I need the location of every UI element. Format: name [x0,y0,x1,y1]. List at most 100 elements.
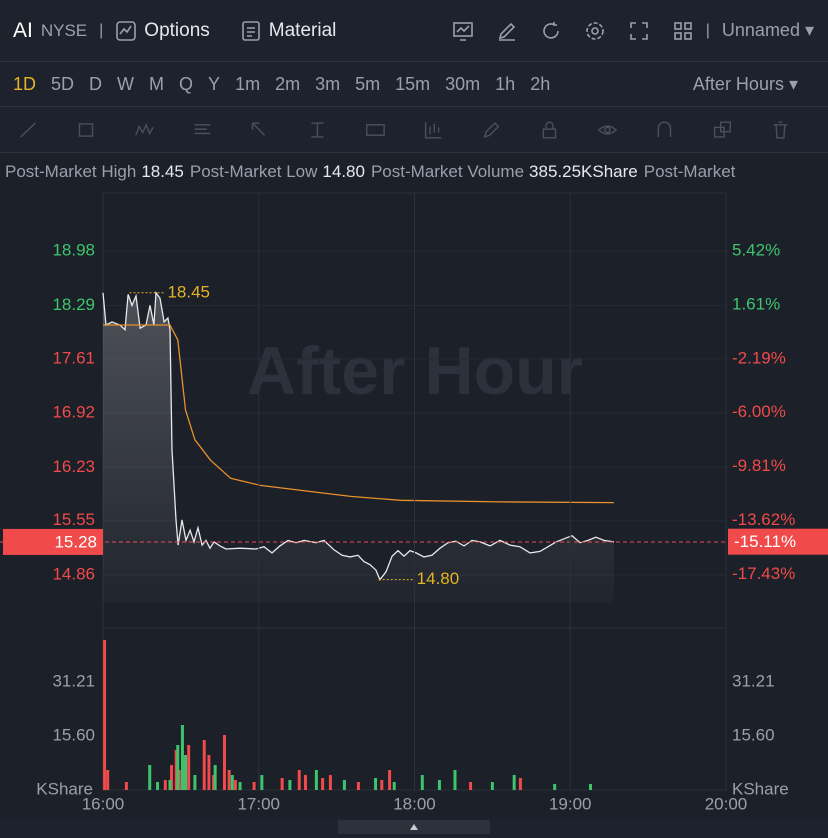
symbol: AI [13,18,33,42]
interval-button[interactable]: 2h [530,73,551,94]
y-tick-label: 16.92 [52,403,95,422]
high-label: 18.45 [167,282,210,301]
arrow-tool[interactable] [249,118,270,142]
volume-bar [193,775,197,790]
lock-tool[interactable] [539,118,560,142]
interval-button[interactable]: Y [208,73,221,94]
settings-icon[interactable] [584,20,606,42]
volume-bar [230,775,234,790]
drawing-toolbar [0,107,828,153]
session-select[interactable]: After Hours ▾ [692,73,798,94]
volume-bar [174,749,178,790]
draw-icon[interactable] [496,20,518,42]
interval-button[interactable]: 3m [315,73,341,94]
rect-tool[interactable] [76,118,97,142]
interval-button[interactable]: Q [179,73,194,94]
scroll-arrow[interactable] [410,824,418,830]
stat-label: Post-Market Volume [370,162,525,181]
interval-button[interactable]: W [117,73,135,94]
volume-bar [176,745,180,790]
volume-bar [168,779,172,790]
volume-bar [124,782,128,790]
material-label[interactable]: Material [268,19,337,41]
volume-bar [553,784,557,790]
delete-tool[interactable] [770,118,791,142]
text-tool[interactable] [365,118,386,142]
stats-bar: Post-Market High 18.45 Post-Market Low 14.8… [0,153,828,191]
y-tick-label: 18.29 [52,295,95,314]
volume-bar [388,769,392,790]
line-tool[interactable] [18,118,39,142]
volume-bar [321,777,325,790]
pattern-tool[interactable] [134,118,155,142]
layout-label[interactable]: Unnamed [721,20,800,40]
reset-icon[interactable] [540,20,562,42]
material-button[interactable]: Material [240,19,337,42]
volume-bar [184,755,188,790]
y-tick-label: 16.23 [52,457,95,476]
layout-name[interactable]: Unnamed ▾ [721,20,814,40]
clone-tool[interactable] [712,118,733,142]
volume-bar [202,739,206,790]
x-tick-label: 17:00 [237,794,280,813]
interval-button[interactable]: 15m [395,73,431,94]
volume-bar [453,769,457,790]
volume-bar [356,782,360,790]
volume-bar [103,639,107,790]
volume-bar [303,775,307,790]
volume-bar [280,777,284,790]
volume-bar [170,765,174,790]
interval-button[interactable]: 1m [235,73,261,94]
volume-bar [187,745,191,790]
measure-tool[interactable] [307,118,328,142]
volume-bar [182,759,186,790]
y2-tick-label: 1.61% [732,295,780,314]
volume-bar [148,765,152,790]
average-line [103,324,614,504]
volume-bar [177,769,181,790]
volume-bar [180,725,184,790]
interval-button[interactable]: M [149,73,165,94]
eye-tool[interactable] [597,118,618,142]
volume-bar [392,782,396,790]
volume-unit: KShare [36,779,93,798]
volume-bar [238,782,242,790]
volume-bar [227,769,231,790]
options-label[interactable]: Options [144,19,210,41]
fullscreen-icon[interactable] [628,20,650,42]
interval-bar: 1D 5D D W M Q Y 1m 2m 3m 5m 15m 30m 1h 2h After Hours … [0,62,828,107]
interval-button[interactable]: 30m [445,73,481,94]
interval-button[interactable]: D [89,73,103,94]
volume-bar [374,777,378,790]
magnet-tool[interactable] [654,118,675,142]
pen-tool[interactable] [481,118,502,142]
volume-bar [342,779,346,790]
x-tick-label: 19:00 [549,794,592,813]
volume-bar [106,769,110,790]
candle-tool[interactable] [423,118,444,142]
interval-button[interactable]: 1h [495,73,516,94]
interval-button[interactable]: 5m [355,73,381,94]
volume-bar [420,775,424,790]
interval-button[interactable]: 2m [275,73,301,94]
volume-bar [314,769,318,790]
volume-bar [233,779,237,790]
stat-value: 14.80 [322,162,365,181]
volume-bar [260,775,264,790]
layout-icon[interactable] [672,20,694,42]
y-tick-label: 17.61 [52,348,95,367]
fib-tool[interactable] [192,118,213,142]
interval-button[interactable]: 1D [13,73,37,94]
volume-bar [213,765,217,790]
y2-tick-label: -13.62% [732,510,795,529]
volume-bar [437,779,441,790]
session-label[interactable]: After Hours [692,73,784,94]
indicator-icon[interactable] [452,20,474,42]
separator: | [99,21,104,39]
options-button[interactable]: Options [115,19,210,42]
volume-bar [512,775,516,790]
interval-button[interactable]: 5D [51,73,75,94]
last-change-label: -15.11% [734,532,796,551]
